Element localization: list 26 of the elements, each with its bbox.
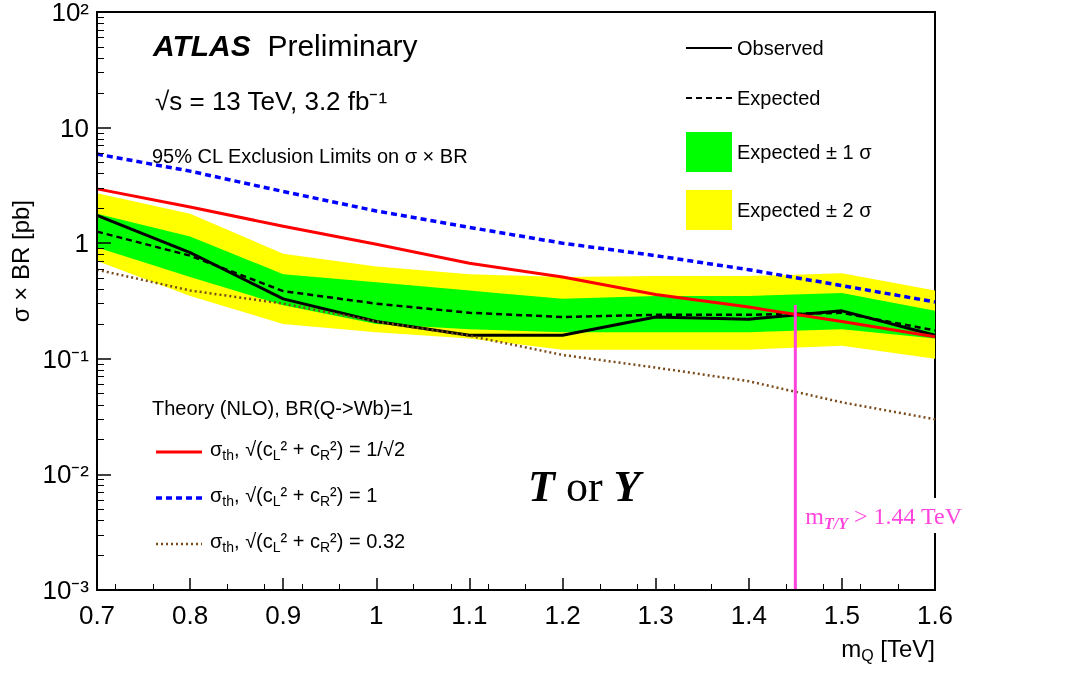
line-series xyxy=(95,268,937,421)
y-tick-label: 10⁻¹ xyxy=(42,343,90,374)
y-tick-label: 10 xyxy=(60,112,89,143)
y-tick-label: 10² xyxy=(51,0,90,27)
annotation: T or Y xyxy=(528,461,645,511)
x-tick-label: 0.9 xyxy=(265,600,302,630)
legend-label: Observed xyxy=(737,37,824,59)
legend-label: Expected ± 2 σ xyxy=(737,199,873,221)
x-tick-label: 1.5 xyxy=(823,600,860,630)
x-tick-label: 1.1 xyxy=(451,600,488,630)
x-tick-label: 1 xyxy=(369,600,384,630)
legend-label: Expected ± 1 σ xyxy=(737,141,873,163)
annotation: ATLAS Preliminary xyxy=(152,28,418,62)
annotation: 95% CL Exclusion Limits on σ × BR xyxy=(152,145,468,167)
y-tick-label: 10⁻² xyxy=(42,459,90,490)
x-tick-label: 0.8 xyxy=(172,600,209,630)
y-axis-title: σ × BR [pb] xyxy=(6,200,34,323)
annotation: √s = 13 TeV, 3.2 fb⁻¹ xyxy=(155,86,388,116)
y-tick-label: 1 xyxy=(74,228,89,259)
x-tick-label: 1.3 xyxy=(637,600,674,630)
x-tick-label: 1.2 xyxy=(544,600,581,630)
legend-title: Theory (NLO), BR(Q->Wb)=1 xyxy=(152,397,414,419)
x-tick-label: 1.4 xyxy=(730,600,767,630)
x-tick-label: 1.6 xyxy=(916,600,954,630)
legend-label: Expected xyxy=(737,87,821,109)
line-series xyxy=(95,187,937,339)
